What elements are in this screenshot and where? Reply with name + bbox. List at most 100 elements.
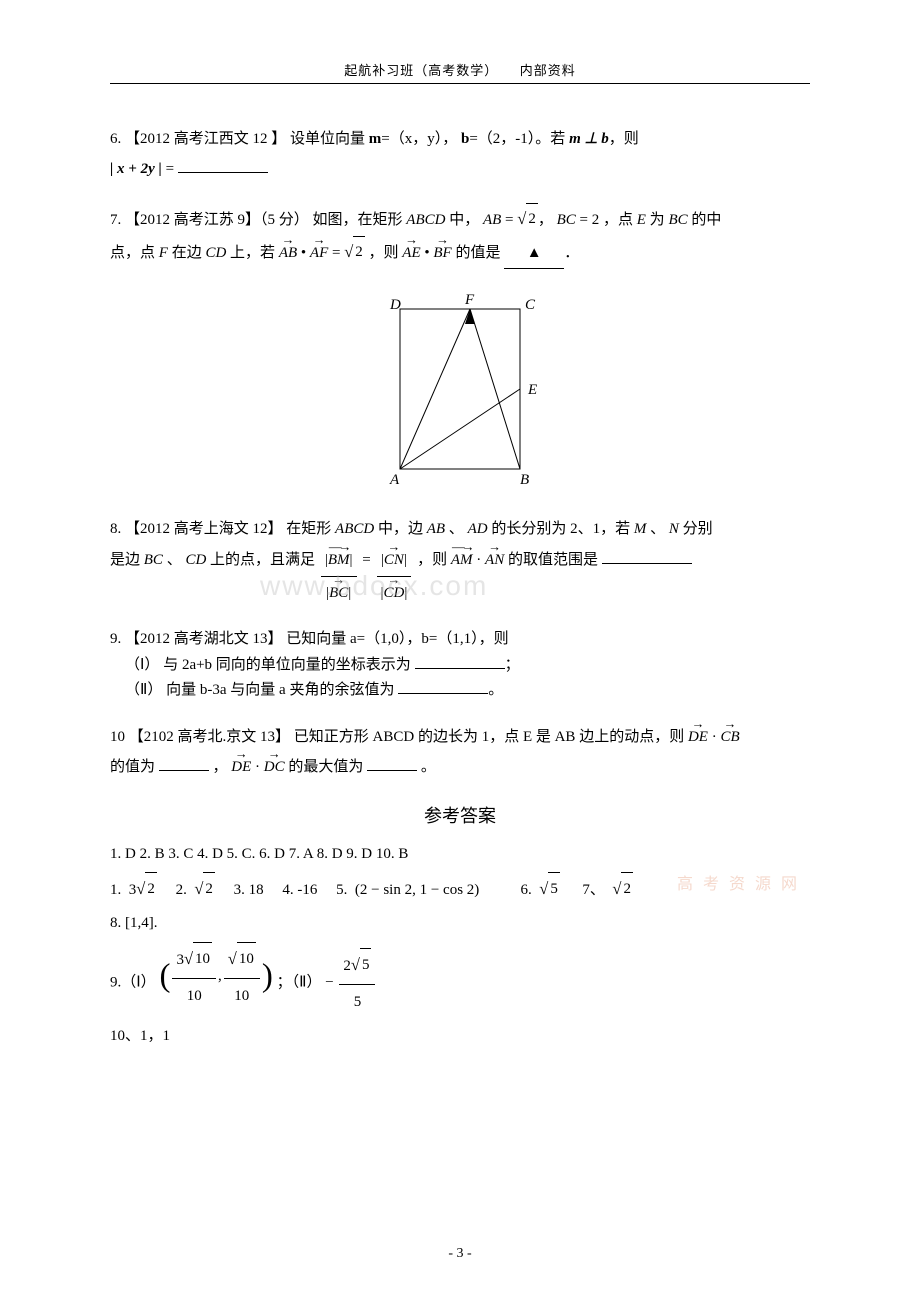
p7-source: 【2012 高考江苏 9】（5 分） bbox=[125, 212, 309, 228]
p6-abs: | x + 2y | bbox=[110, 161, 162, 177]
p8-source: 【2012 高考上海文 12】 bbox=[125, 521, 283, 537]
p8-BC2: BC bbox=[144, 552, 163, 568]
p6-eq1: =（x，y）， bbox=[381, 131, 457, 147]
p10-text2: 的值为 bbox=[110, 759, 155, 775]
p8-text8: 的取值范围是 bbox=[508, 552, 598, 568]
p6-m: m bbox=[369, 131, 382, 147]
answers-a9: 9.（Ⅰ） ( 3√10 10 , √10 10 ) ；（Ⅱ） − 2√5 5 bbox=[110, 940, 810, 1020]
p8-N: N bbox=[669, 521, 679, 537]
p10-text3: 的最大值为 bbox=[288, 759, 363, 775]
p8-sep3: 、 bbox=[167, 552, 182, 568]
p7-text3: 为 bbox=[650, 212, 665, 228]
p8-blank bbox=[602, 548, 692, 564]
p6-eqsign: = bbox=[166, 161, 174, 177]
p7-BC: BC bbox=[668, 212, 687, 228]
problem-8: 8. 【2012 高考上海文 12】 在矩形 ABCD 中，边 AB 、 AD … bbox=[110, 514, 810, 609]
p10-vecCB: CB bbox=[720, 722, 739, 752]
p7-rect: ABCD bbox=[406, 212, 445, 228]
p6-source: 【2012 高考江西文 12 】 bbox=[125, 131, 286, 147]
p9-part2: 向量 b-3a 与向量 a 夹角的余弦值为 bbox=[166, 682, 394, 698]
p10-blank1 bbox=[159, 755, 209, 771]
problem-7: 7. 【2012 高考江苏 9】（5 分） 如图，在矩形 ABCD 中， AB … bbox=[110, 202, 810, 269]
p8-text1: 在矩形 bbox=[286, 521, 331, 537]
p7-sqrt2b: √2 bbox=[344, 235, 365, 268]
p10-period: 。 bbox=[421, 759, 436, 775]
label-B: B bbox=[520, 472, 529, 488]
p8-M: M bbox=[634, 521, 647, 537]
p7-vecBF: BF bbox=[433, 238, 451, 268]
p6-perp: m ⊥ b bbox=[569, 131, 609, 147]
p9-source: 【2012 高考湖北文 13】 bbox=[125, 631, 283, 647]
p7-vecAB: AB bbox=[279, 238, 297, 268]
p6-label: 6. bbox=[110, 131, 121, 147]
diagram-rectangle: D F C E A B bbox=[110, 289, 810, 494]
p7-bc: BC bbox=[557, 212, 576, 228]
p7-blank: ▲ bbox=[504, 238, 564, 269]
p8-frac1: |BM| |BC| bbox=[319, 544, 359, 609]
p7-F: F bbox=[159, 245, 168, 261]
p7-vecAF: AF bbox=[310, 238, 328, 268]
p9-part1: 与 2a+b 同向的单位向量的坐标表示为 bbox=[163, 657, 411, 673]
p8-vecAM: AM bbox=[451, 545, 473, 575]
problem-9: 9. 【2012 高考湖北文 13】 已知向量 a=（1,0），b=（1,1），… bbox=[110, 627, 810, 704]
p7-text7: 上，若 bbox=[230, 245, 275, 261]
p7-vecAE: AE bbox=[402, 238, 420, 268]
p8-label: 8. bbox=[110, 521, 121, 537]
p10-label: 10 bbox=[110, 729, 125, 745]
p7-text4: 的中 bbox=[691, 212, 721, 228]
p8-frac2: |CN| |CD| bbox=[374, 544, 413, 609]
p10-dot1: · bbox=[712, 729, 717, 745]
answers-a10: 10、1，1 bbox=[110, 1020, 810, 1053]
p8-text6: 上的点，且满足 bbox=[210, 552, 315, 568]
answers-block: 1. D 2. B 3. C 4. D 5. C. 6. D 7. A 8. D… bbox=[110, 838, 810, 1054]
problem-10: 10 【2102 高考北.京文 13】 已知正方形 ABCD 的边长为 1，点 … bbox=[110, 722, 810, 782]
problem-6: 6. 【2012 高考江西文 12 】 设单位向量 m=（x，y）， b=（2，… bbox=[110, 124, 810, 184]
p8-CD2: CD bbox=[185, 552, 206, 568]
p7-CD: CD bbox=[205, 245, 226, 261]
p9-label: 9. bbox=[110, 631, 121, 647]
page-number: - 3 - bbox=[0, 1246, 920, 1262]
p8-dot: · bbox=[476, 552, 481, 568]
p7-text6: 在边 bbox=[172, 245, 202, 261]
answers-title: 参考答案 bbox=[110, 802, 810, 828]
p8-AB: AB bbox=[427, 521, 445, 537]
label-D: D bbox=[389, 297, 401, 313]
p7-ab: AB bbox=[483, 212, 501, 228]
p10-text1: 已知正方形 ABCD 的边长为 1，点 E 是 AB 边上的动点，则 bbox=[294, 729, 684, 745]
p9-part2-label: （Ⅱ） bbox=[125, 682, 162, 698]
diagram-svg: D F C E A B bbox=[360, 289, 560, 489]
p10-vecDE1: DE bbox=[688, 722, 708, 752]
label-C: C bbox=[525, 297, 536, 313]
label-E: E bbox=[527, 382, 537, 398]
p7-pe: ，点 bbox=[603, 212, 633, 228]
p9-blank2 bbox=[398, 678, 488, 694]
p6-text2: ，则 bbox=[609, 131, 639, 147]
p9-period: 。 bbox=[488, 682, 503, 698]
p8-text3: 的长分别为 2、1，若 bbox=[491, 521, 630, 537]
answers-line2: 1. 3√2 2. √2 3. 18 4. -16 5. (2 − sin 2,… bbox=[110, 871, 810, 907]
p10-vecDC: DC bbox=[264, 752, 285, 782]
p10-dot2: · bbox=[255, 759, 260, 775]
header-rule bbox=[110, 83, 810, 84]
p10-comma: ， bbox=[213, 759, 228, 775]
p8-text4: 分别 bbox=[683, 521, 713, 537]
p6-text1: 设单位向量 bbox=[290, 131, 365, 147]
p7-E: E bbox=[637, 212, 646, 228]
p6-eq2: =（2，-1）。若 bbox=[469, 131, 565, 147]
p8-text7: ，则 bbox=[417, 552, 447, 568]
p8-eq: = bbox=[362, 552, 370, 568]
p8-vecAN: AN bbox=[485, 545, 504, 575]
answers-a8: 8. [1,4]. bbox=[110, 907, 810, 940]
p7-text9: 的值是 bbox=[455, 245, 500, 261]
label-F: F bbox=[464, 292, 475, 308]
p10-blank2 bbox=[367, 755, 417, 771]
p7-text5: 点，点 bbox=[110, 245, 155, 261]
p9-semi: ； bbox=[505, 657, 520, 673]
p7-sqrt2a: √2 bbox=[517, 202, 538, 235]
p7-text8: ，则 bbox=[369, 245, 399, 261]
p7-bcval: = 2 bbox=[580, 212, 600, 228]
label-A: A bbox=[389, 472, 400, 488]
p8-text5: 是边 bbox=[110, 552, 140, 568]
p9-text1: 已知向量 a=（1,0），b=（1,1），则 bbox=[286, 631, 508, 647]
p8-sep2: 、 bbox=[650, 521, 665, 537]
